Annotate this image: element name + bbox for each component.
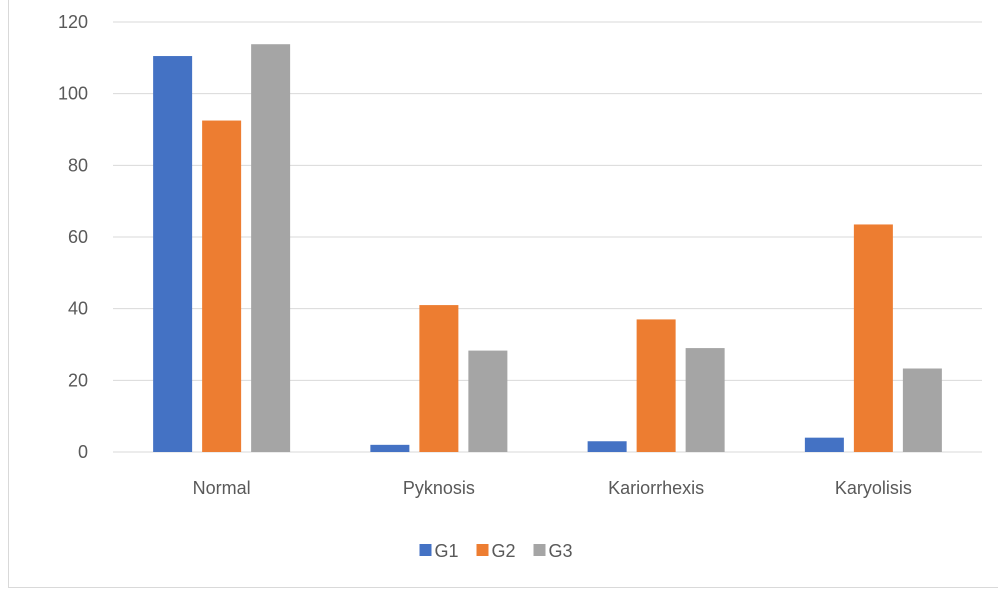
bar-g2-karyolisis [853, 224, 893, 452]
gridlines [113, 21, 982, 453]
x-category-label: Normal [193, 478, 251, 498]
bar-g2-normal [202, 120, 242, 453]
bar-g2-pyknosis [419, 305, 459, 452]
bar-g3-karyolisis [902, 368, 942, 452]
x-axis-category-labels: Normal Pyknosis Kariorrhexis Karyolisis [193, 478, 912, 498]
legend-swatch-g2 [476, 544, 489, 556]
y-tick-label: 120 [58, 12, 88, 32]
bar-g3-normal [251, 44, 291, 452]
y-tick-label: 20 [68, 370, 88, 390]
y-tick-label: 100 [58, 84, 88, 104]
y-tick-label: 60 [68, 227, 88, 247]
bars [153, 44, 942, 453]
legend-swatch-g1 [419, 544, 432, 556]
chart-frame [8, 0, 998, 588]
y-tick-label: 80 [68, 155, 88, 175]
y-axis-tick-labels: 0 20 40 60 80 100 120 [58, 12, 88, 462]
bar-g1-kariorrhexis [587, 441, 627, 452]
bar-g3-kariorrhexis [685, 348, 725, 452]
x-category-label: Kariorrhexis [608, 478, 704, 498]
bar-g2-kariorrhexis [636, 319, 676, 452]
bar-g1-karyolisis [804, 437, 844, 452]
bar-g3-pyknosis [468, 350, 508, 452]
legend-label-g1: G1 [435, 541, 459, 561]
x-category-label: Karyolisis [835, 478, 912, 498]
legend-swatch-g3 [533, 544, 546, 556]
y-tick-label: 40 [68, 299, 88, 319]
bar-g1-normal [153, 56, 193, 453]
x-category-label: Pyknosis [403, 478, 475, 498]
legend: G1 G2 G3 [419, 541, 573, 561]
y-tick-label: 0 [78, 442, 88, 462]
legend-label-g3: G3 [549, 541, 573, 561]
bar-g1-pyknosis [370, 444, 410, 452]
legend-label-g2: G2 [492, 541, 516, 561]
